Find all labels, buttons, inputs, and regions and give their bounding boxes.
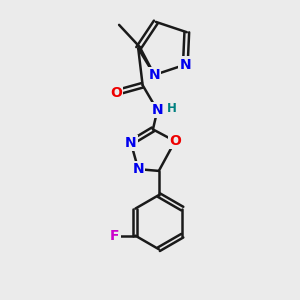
Text: F: F [110, 229, 119, 243]
Text: H: H [167, 102, 176, 115]
Text: O: O [110, 85, 122, 100]
Text: N: N [132, 162, 144, 176]
Text: N: N [125, 136, 137, 150]
Text: O: O [169, 134, 181, 148]
Text: N: N [179, 58, 191, 72]
Text: N: N [152, 103, 163, 117]
Text: N: N [148, 68, 160, 82]
